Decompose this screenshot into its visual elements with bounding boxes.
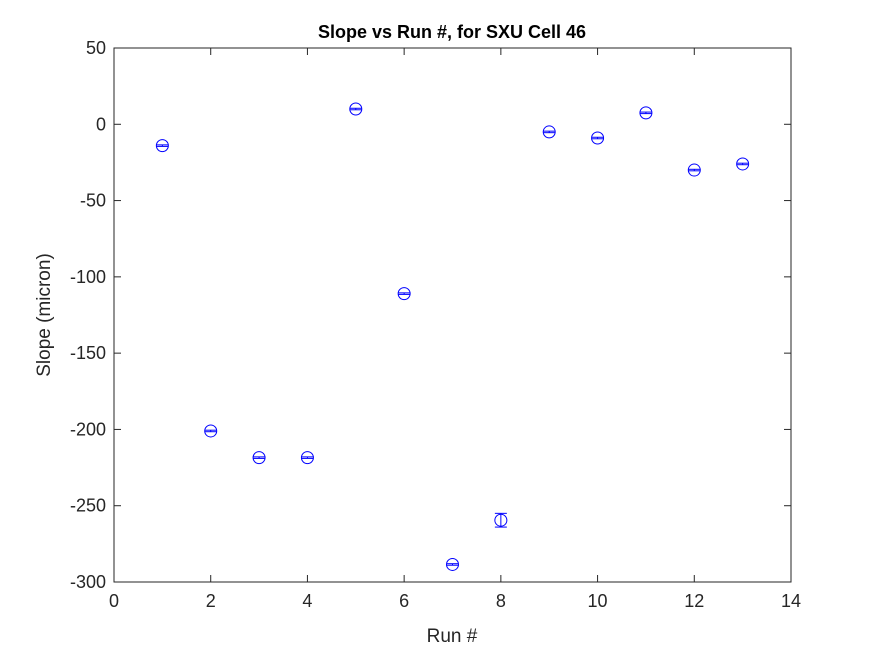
y-tick-label: -150 (70, 343, 106, 363)
data-point (494, 512, 508, 528)
y-tick-label: -200 (70, 419, 106, 439)
point-marker (687, 163, 701, 177)
data-point (300, 451, 314, 465)
data-point (446, 557, 459, 571)
y-tick-label: -300 (70, 572, 106, 592)
data-point (349, 102, 363, 116)
x-axis-label: Run # (427, 626, 478, 647)
point-marker (155, 139, 169, 153)
y-tick-label: 0 (96, 114, 106, 134)
x-tick-label: 14 (781, 591, 801, 611)
data-point (591, 131, 605, 145)
data-point (397, 287, 411, 301)
x-tick-label: 12 (684, 591, 704, 611)
y-axis-label: Slope (micron) (34, 253, 55, 377)
plot-area (113, 47, 792, 583)
y-tick-label: 50 (86, 38, 106, 58)
point-marker (591, 131, 605, 145)
point-marker (639, 106, 653, 120)
data-point (252, 451, 266, 465)
x-tick-label: 0 (109, 591, 119, 611)
data-point (639, 106, 653, 120)
point-marker (494, 513, 508, 527)
chart-title: Slope vs Run #, for SXU Cell 46 (318, 22, 586, 42)
point-marker (252, 451, 266, 465)
x-tick-label: 10 (588, 591, 608, 611)
point-marker (397, 287, 411, 301)
point-marker (204, 424, 218, 438)
x-tick-label: 4 (302, 591, 312, 611)
x-tick-label: 2 (206, 591, 216, 611)
point-marker (349, 102, 363, 116)
data-point (204, 424, 218, 438)
y-tick-label: -50 (80, 191, 106, 211)
point-marker (736, 157, 750, 171)
point-marker (446, 557, 459, 571)
data-point (687, 163, 701, 177)
data-point (155, 139, 169, 153)
x-tick-label: 8 (496, 591, 506, 611)
y-tick-label: -100 (70, 267, 106, 287)
data-point (542, 125, 556, 139)
data-point (736, 157, 750, 171)
point-marker (300, 451, 314, 465)
x-tick-label: 6 (399, 591, 409, 611)
point-marker (542, 125, 556, 139)
y-tick-label: -250 (70, 496, 106, 516)
